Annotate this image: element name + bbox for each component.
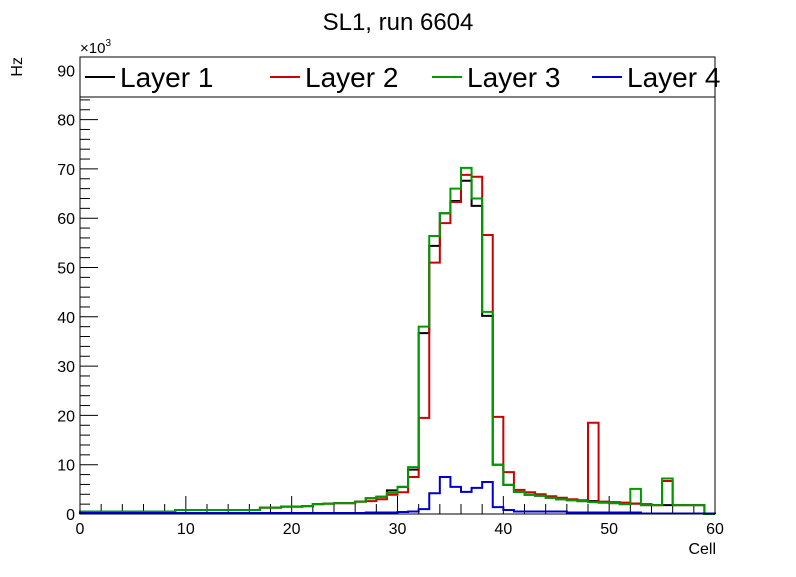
y-tick-label: 0 — [66, 507, 75, 524]
plot-frame — [79, 56, 716, 515]
x-tick-label: 50 — [600, 521, 618, 538]
series-layer-1 — [79, 179, 715, 515]
series-layer-3 — [79, 166, 715, 515]
series-layer-2 — [79, 173, 715, 515]
x-axis-label: Cell — [688, 541, 716, 558]
x-tick-label: 40 — [494, 521, 512, 538]
x-tick-label: 0 — [76, 521, 85, 538]
y-tick-label: 60 — [57, 211, 75, 228]
y-tick-label: 10 — [57, 458, 75, 475]
x-tick-label: 30 — [389, 521, 407, 538]
y-tick-label: 40 — [57, 310, 75, 327]
x-tick-label: 20 — [283, 521, 301, 538]
legend-label: Layer 2 — [305, 62, 398, 93]
y-tick-label: 20 — [57, 408, 75, 425]
y-tick-label: 30 — [57, 359, 75, 376]
series-layer-4 — [79, 476, 716, 515]
x-tick-label: 10 — [177, 521, 195, 538]
legend-label: Layer 1 — [120, 62, 213, 93]
y-tick-label: 80 — [57, 113, 75, 130]
chart-title: SL1, run 6604 — [323, 9, 474, 36]
legend-label: Layer 3 — [467, 62, 560, 93]
y-tick-label: 90 — [57, 63, 75, 80]
y-axis-label: Hz — [9, 57, 26, 77]
y-multiplier: ×103 — [80, 38, 111, 57]
legend: Layer 1 Layer 2 Layer 3 Layer 4 — [79, 56, 720, 98]
y-tick-label: 70 — [57, 162, 75, 179]
legend-label: Layer 4 — [627, 62, 720, 93]
x-tick-label: 60 — [706, 521, 724, 538]
y-tick-label: 50 — [57, 261, 75, 278]
